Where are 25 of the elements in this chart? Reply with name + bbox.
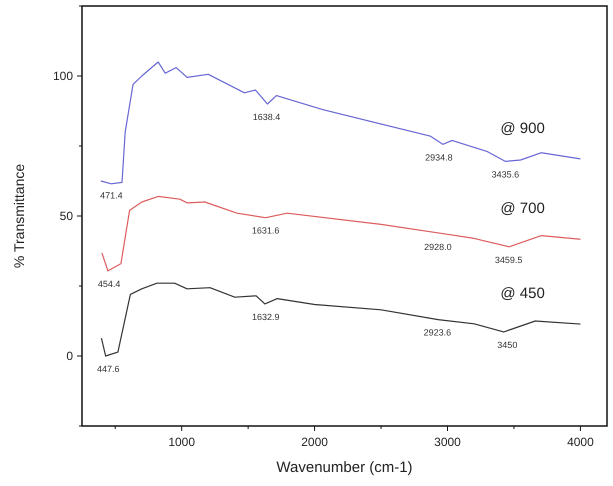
series-label: @ 900 — [500, 120, 545, 137]
annotation: 3450 — [497, 340, 518, 350]
y-tick-label: 100 — [52, 69, 74, 83]
x-tick-label: 4000 — [567, 435, 594, 449]
annotation: 454.4 — [98, 278, 120, 289]
x-tick-label: 1000 — [168, 435, 196, 449]
x-axis-title: Wavenumber (cm-1) — [276, 459, 413, 476]
annotation: 471.4 — [100, 190, 123, 200]
annotation: 2923.6 — [424, 328, 452, 338]
annotation: 447.6 — [97, 364, 120, 374]
y-tick-label: 50 — [60, 209, 74, 223]
annotation: 3435.6 — [492, 169, 520, 180]
x-tick-label: 3000 — [434, 435, 462, 449]
y-axis-title: % Transmittance — [11, 164, 27, 268]
annotation: 3459.5 — [494, 254, 522, 265]
series-label: @ 450 — [500, 285, 545, 302]
annotation: 1632.9 — [252, 312, 280, 322]
annotation: 1638.4 — [252, 112, 280, 122]
series-label: @ 700 — [500, 200, 545, 218]
annotation: 2934.8 — [425, 152, 453, 162]
x-tick-label: 2000 — [301, 435, 328, 449]
annotation: 1631.6 — [252, 226, 280, 236]
annotation: 2928.0 — [424, 242, 452, 252]
line-series — [100, 61, 582, 184]
y-tick-label: 0 — [66, 349, 74, 363]
